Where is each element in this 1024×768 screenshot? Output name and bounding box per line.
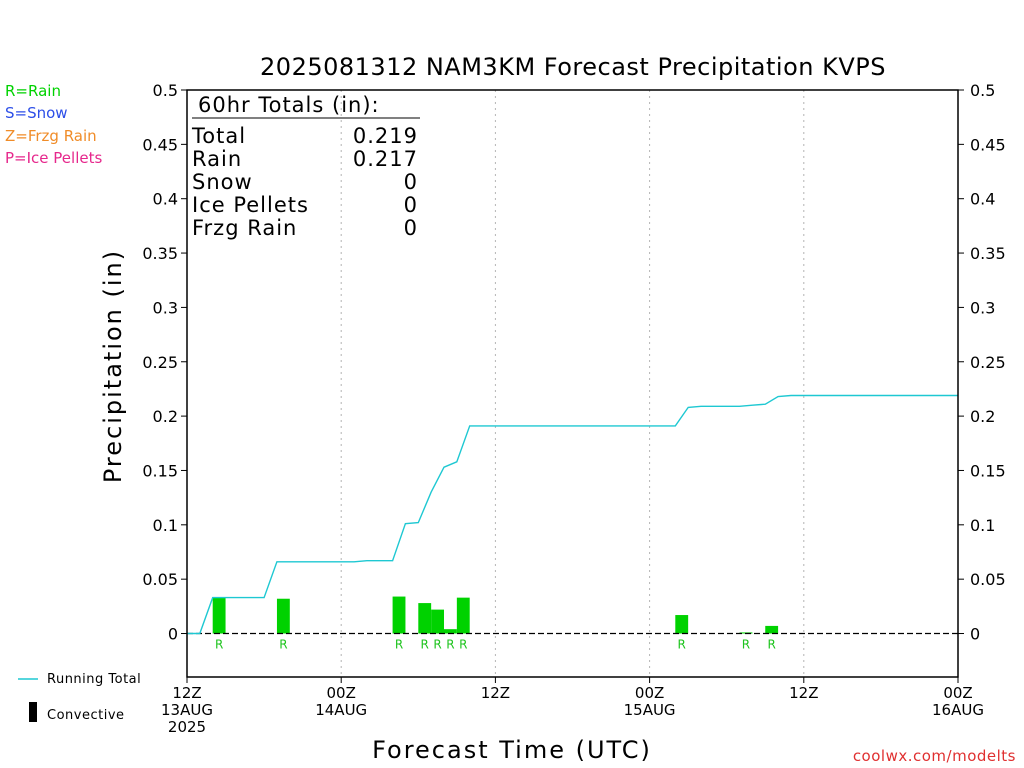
precip-type-label-0: R — [215, 638, 223, 652]
precip-bar-6 — [456, 597, 470, 634]
precip-bar-3 — [418, 603, 432, 634]
precip-type-label-4: R — [433, 638, 441, 652]
totals-label-0: Total — [191, 124, 246, 148]
y-tick-label-right-6: 0.2 — [970, 407, 995, 426]
x-tick-label-0-2: 13AUG — [161, 701, 213, 719]
totals-box: 60hr Totals (in): Total 0.219 Rain 0.217 Sno… — [191, 93, 420, 240]
precip-bar-2 — [392, 596, 406, 634]
y-tick-label-right-0: 0.5 — [970, 81, 995, 100]
running-total-line — [187, 394, 958, 635]
running-total-legend: Running Total — [47, 672, 141, 687]
footer-credit: coolwx.com/modelts — [853, 747, 1016, 765]
totals-value-4: 0 — [404, 216, 418, 240]
y-tick-label-left-6: 0.2 — [153, 407, 178, 426]
totals-label-1: Rain — [192, 147, 242, 171]
y-axis-ticks: 0.5 0.5 0.45 0.45 0.4 0.4 0.35 0.35 0.3 0.3 0.25 0.… — [142, 81, 1005, 644]
chart-title: 2025081312 NAM3KM Forecast Precipitation… — [260, 53, 886, 81]
precip-type-label-1: R — [279, 638, 287, 652]
precip-type-label-6: R — [459, 638, 467, 652]
y-tick-label-left-5: 0.25 — [142, 353, 178, 372]
legend-frzg-rain: Z=Frzg Rain — [5, 127, 97, 145]
legend-ice-pellets: P=Ice Pellets — [5, 149, 102, 167]
precip-type-label-5: R — [446, 638, 454, 652]
legend-rain: R=Rain — [5, 82, 61, 100]
convective-legend: Convective — [47, 708, 125, 723]
totals-label-3: Ice Pellets — [192, 193, 309, 217]
totals-label-4: Frzg Rain — [192, 216, 297, 240]
y-tick-label-left-4: 0.3 — [153, 298, 178, 317]
precip-bar-7 — [675, 615, 689, 634]
totals-value-3: 0 — [404, 193, 418, 217]
totals-value-2: 0 — [404, 170, 418, 194]
precip-bar-5 — [444, 629, 457, 634]
y-tick-label-right-5: 0.25 — [970, 353, 1006, 372]
x-tick-label-0-3: 2025 — [168, 718, 206, 736]
precip-bar-4 — [431, 609, 444, 634]
y-tick-label-right-3: 0.35 — [970, 244, 1006, 263]
precip-bar-9 — [765, 625, 779, 634]
convective-swatch — [29, 702, 37, 722]
grid-lines — [340, 90, 805, 677]
y-tick-label-left-8: 0.1 — [153, 516, 178, 535]
precip-bar-1 — [276, 598, 290, 634]
y-tick-label-right-10: 0 — [970, 625, 980, 644]
y-tick-label-right-1: 0.45 — [970, 135, 1006, 154]
x-tick-label-1-1: 00Z — [327, 684, 356, 702]
y-tick-label-right-2: 0.4 — [970, 190, 995, 209]
x-tick-label-5-1: 00Z — [943, 684, 972, 702]
bottom-legend: Running Total Convective — [18, 672, 141, 723]
precip-type-legend: R=Rain S=Snow Z=Frzg Rain P=Ice Pellets — [5, 82, 102, 167]
y-tick-label-left-9: 0.05 — [142, 570, 178, 589]
x-axis-label: Forecast Time (UTC) — [372, 736, 652, 764]
x-tick-label-3-2: 15AUG — [624, 701, 676, 719]
precip-type-label-2: R — [395, 638, 403, 652]
y-tick-label-left-2: 0.4 — [153, 190, 178, 209]
totals-value-0: 0.219 — [353, 124, 418, 148]
y-tick-label-right-4: 0.3 — [970, 298, 995, 317]
running-total-layer — [187, 394, 958, 635]
y-tick-label-left-10: 0 — [168, 625, 178, 644]
x-tick-label-1-2: 14AUG — [315, 701, 367, 719]
totals-label-2: Snow — [192, 170, 253, 194]
precip-type-label-9: R — [768, 638, 776, 652]
legend-snow: S=Snow — [5, 104, 68, 122]
y-axis-label: Precipitation (in) — [99, 249, 127, 483]
precip-type-label-3: R — [421, 638, 429, 652]
x-tick-label-3-1: 00Z — [635, 684, 664, 702]
x-tick-label-0-1: 12Z — [172, 684, 201, 702]
precip-bar-0 — [212, 597, 226, 634]
x-tick-label-2-1: 12Z — [481, 684, 510, 702]
precip-type-label-7: R — [678, 638, 686, 652]
totals-value-1: 0.217 — [353, 147, 418, 171]
y-tick-label-right-8: 0.1 — [970, 516, 995, 535]
precip-type-label-8: R — [742, 638, 750, 652]
x-tick-label-4-1: 12Z — [789, 684, 818, 702]
y-tick-label-right-9: 0.05 — [970, 570, 1006, 589]
y-tick-label-left-7: 0.15 — [142, 461, 178, 480]
y-tick-label-left-1: 0.45 — [142, 135, 178, 154]
x-tick-label-5-2: 16AUG — [932, 701, 984, 719]
totals-header: 60hr Totals (in): — [198, 93, 380, 117]
y-tick-label-right-7: 0.15 — [970, 461, 1006, 480]
y-tick-label-left-0: 0.5 — [153, 81, 178, 100]
y-tick-label-left-3: 0.35 — [142, 244, 178, 263]
plot-frame — [186, 89, 959, 678]
